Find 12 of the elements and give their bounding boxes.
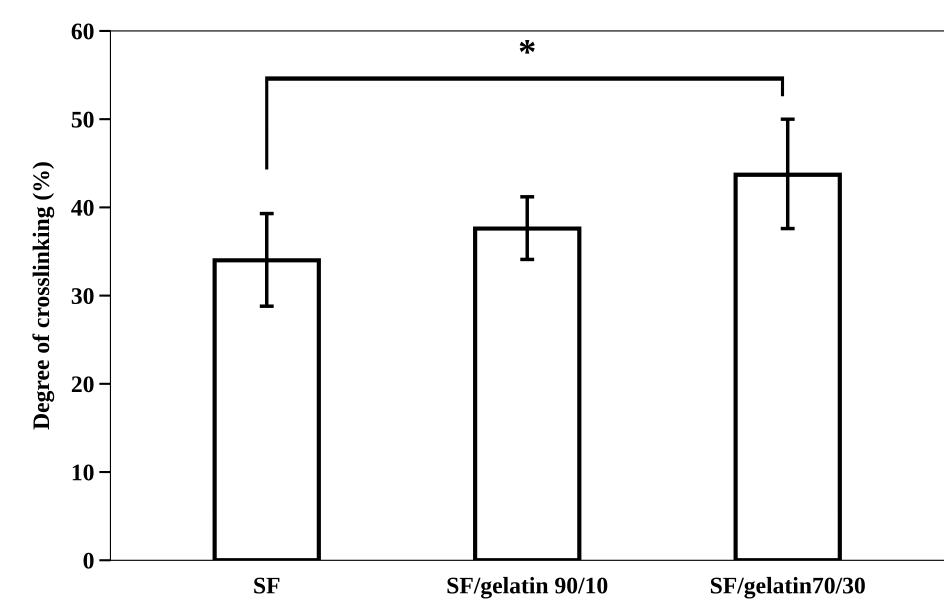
y-tick-label: 20 [72, 376, 94, 392]
y-tick-label: 0 [84, 552, 94, 569]
x-tick-label: SF/gelatin 90/10 [447, 576, 608, 599]
y-tick-label: 60 [72, 23, 94, 40]
x-tick-label: SF [254, 578, 280, 594]
x-tick-label: SF/gelatin70/30 [710, 576, 865, 599]
y-tick-label: 30 [72, 288, 94, 304]
y-axis-title: Degree of crosslinking (%) [32, 162, 54, 430]
annotation: * [520, 40, 535, 54]
y-tick-label: 50 [72, 112, 94, 128]
y-tick-label: 10 [72, 464, 94, 480]
y-tick-label: 40 [71, 200, 94, 216]
